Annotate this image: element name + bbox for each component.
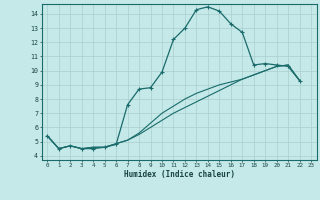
X-axis label: Humidex (Indice chaleur): Humidex (Indice chaleur) bbox=[124, 170, 235, 179]
